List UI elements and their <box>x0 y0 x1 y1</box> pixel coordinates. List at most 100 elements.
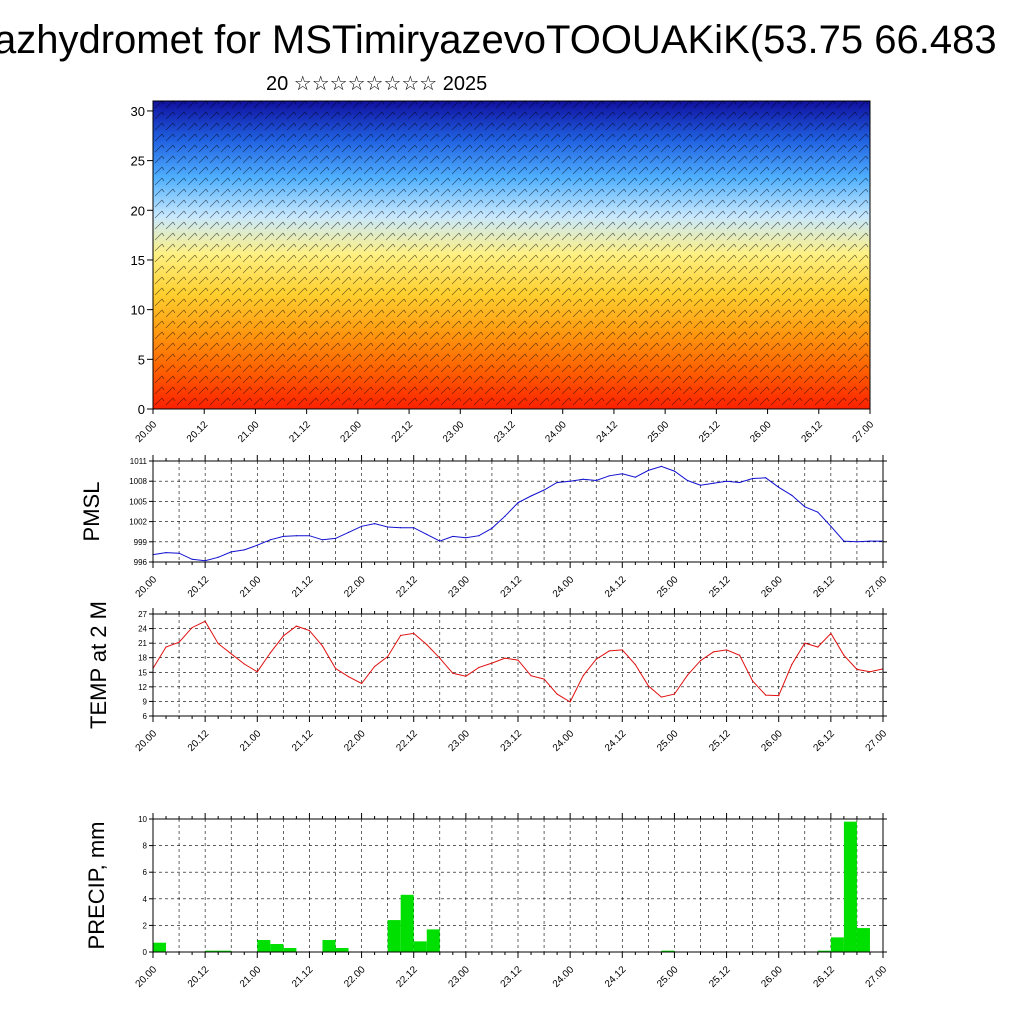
xsect-xtick-label: 24.00 <box>543 419 569 445</box>
xtick-label: 22.12 <box>394 964 420 990</box>
pmsl-panel: 996 999 1002 1005 1008 1011 20.00 20.12 21.00 21.… <box>79 455 889 600</box>
data-point <box>465 675 467 677</box>
data-point <box>582 478 584 480</box>
xtick-label: 24.00 <box>551 574 577 600</box>
cross-section-panel: 0 5 10 15 20 25 30 20.00 20.12 21.00 21.12 22.00 22.… <box>131 100 876 445</box>
xtick-label: 21.00 <box>238 574 264 600</box>
data-point <box>804 642 806 644</box>
xtick-label: 23.00 <box>447 574 473 600</box>
data-point <box>556 693 558 695</box>
data-point <box>569 480 571 482</box>
xtick-label: 22.00 <box>342 964 368 990</box>
data-point <box>308 535 311 537</box>
data-point <box>673 693 676 695</box>
data-point <box>530 675 532 677</box>
data-point <box>204 620 206 622</box>
xtick-label: 26.12 <box>812 964 838 990</box>
data-point <box>400 527 402 529</box>
ytick-label: 996 <box>134 558 148 567</box>
xsect-xtick-label: 20.00 <box>134 419 160 445</box>
ytick-label: 27 <box>138 610 147 619</box>
data-point <box>843 654 845 656</box>
data-point <box>765 694 767 696</box>
precip-bar <box>661 950 675 952</box>
precip-bar <box>830 937 844 952</box>
data-point <box>191 558 193 560</box>
chart-subtitle: 20 ☆☆☆☆☆☆☆☆ 2025 <box>266 73 488 95</box>
xtick-label: 25.00 <box>655 964 681 990</box>
temp-panel: 6 9 12 15 18 21 24 27 20.00 20.12 21.00 21.12 22.00 2… <box>86 601 889 754</box>
ytick-label: 6 <box>143 868 148 877</box>
precip-bar <box>856 928 870 952</box>
data-point <box>165 551 167 554</box>
xtick-label: 20.00 <box>134 574 160 600</box>
data-point <box>725 480 728 482</box>
xsect-ytick-label: 20 <box>131 203 145 218</box>
xtick-label: 24.00 <box>551 964 577 990</box>
ytick-label: 10 <box>138 815 147 824</box>
data-point <box>543 678 545 680</box>
xtick-label: 27.00 <box>864 574 890 600</box>
precip-bar <box>400 894 414 952</box>
data-point <box>321 645 324 647</box>
precip-bar <box>283 948 297 952</box>
data-point <box>204 560 206 562</box>
data-point <box>752 680 754 682</box>
xsect-xtick-label: 25.12 <box>697 419 723 445</box>
xsect-xtick-label: 26.12 <box>799 419 825 445</box>
data-point <box>725 649 728 651</box>
data-point <box>334 667 337 670</box>
data-point <box>765 477 767 479</box>
xtick-label: 22.12 <box>394 728 420 754</box>
page-title: azhydromet for MSTimiryazevoTOOUAKiK(53.… <box>0 16 1024 64</box>
data-point <box>374 665 376 668</box>
data-point <box>439 540 441 542</box>
data-point <box>256 671 258 673</box>
xtick-label: 24.12 <box>603 728 629 754</box>
data-point <box>230 551 232 553</box>
data-point <box>856 668 858 670</box>
data-point <box>778 695 780 697</box>
xtick-label: 25.12 <box>707 728 733 754</box>
xsect-ytick-label: 0 <box>138 402 145 417</box>
ytick-label: 8 <box>143 842 148 851</box>
xtick-label: 21.00 <box>238 964 264 990</box>
ytick-label: 12 <box>138 683 147 692</box>
ytick-label: 4 <box>143 895 148 904</box>
data-point <box>413 527 415 529</box>
data-point <box>634 476 636 478</box>
precip-bar <box>387 920 401 952</box>
data-point <box>739 654 741 656</box>
xsect-xtick-label: 21.12 <box>287 419 313 445</box>
data-point <box>452 535 454 538</box>
precip-bar <box>843 821 857 952</box>
xsect-ytick-label: 15 <box>131 253 145 268</box>
xtick-label: 24.12 <box>603 964 629 990</box>
data-point <box>582 675 584 677</box>
precip-group-frame <box>152 818 884 953</box>
data-point <box>230 653 232 655</box>
precip-bar <box>426 929 440 952</box>
data-point <box>243 663 245 665</box>
xtick-label: 20.12 <box>186 728 212 754</box>
xtick-label: 27.00 <box>864 728 890 754</box>
xsect-xtick-label: 25.00 <box>646 419 672 445</box>
precip-bar <box>335 948 349 952</box>
data-point <box>869 671 871 673</box>
data-point <box>791 663 793 666</box>
data-point <box>556 481 558 484</box>
data-point <box>595 479 597 482</box>
xtick-label: 23.00 <box>447 728 473 754</box>
xtick-label: 23.12 <box>499 964 525 990</box>
xtick-label: 23.12 <box>499 728 525 754</box>
precip-bar <box>270 944 284 952</box>
data-point <box>804 506 806 508</box>
data-point <box>282 635 284 637</box>
data-point <box>308 629 311 632</box>
xsect-xtick-label: 23.00 <box>441 419 467 445</box>
data-point <box>791 494 793 496</box>
data-point <box>712 651 715 653</box>
xtick-label: 20.00 <box>134 964 160 990</box>
xsect-xtick-label: 22.00 <box>339 419 365 445</box>
xtick-label: 21.12 <box>290 728 316 754</box>
